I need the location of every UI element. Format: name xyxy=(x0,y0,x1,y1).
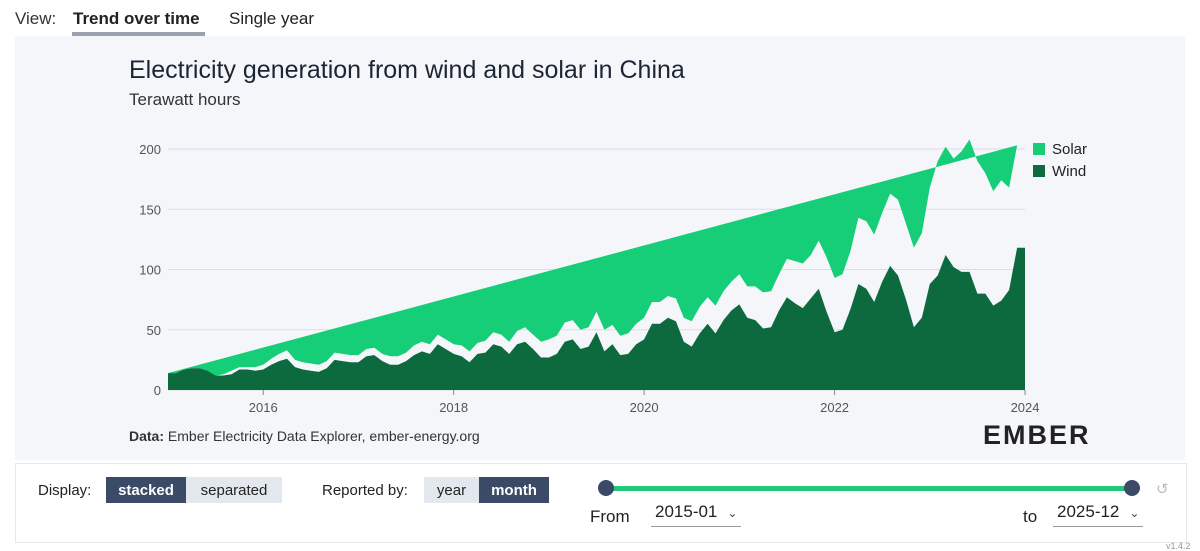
legend-swatch-solar xyxy=(1033,143,1045,155)
data-source: Data: Ember Electricity Data Explorer, e… xyxy=(129,428,480,444)
y-tick-label-100: 100 xyxy=(139,263,161,278)
tab-trend-over-time[interactable]: Trend over time xyxy=(73,9,200,28)
separated-button[interactable]: separated xyxy=(186,477,282,503)
y-tick-label-150: 150 xyxy=(139,202,161,217)
y-tick-label-0: 0 xyxy=(154,383,161,398)
legend-label-solar: Solar xyxy=(1052,140,1088,158)
display-label: Display: xyxy=(38,482,92,499)
solar-area xyxy=(168,139,1018,376)
chart-legend: Solar Wind xyxy=(1033,138,1087,182)
x-tick-label-2016: 2016 xyxy=(249,400,278,415)
reset-icon[interactable]: ↺ xyxy=(1156,481,1169,498)
y-tick-label-50: 50 xyxy=(147,323,161,338)
chevron-down-icon: ⌄ xyxy=(727,506,738,520)
date-range-slider[interactable] xyxy=(606,486,1132,491)
to-label: to xyxy=(1023,507,1038,526)
data-source-text[interactable]: Ember Electricity Data Explorer, ember-e… xyxy=(167,428,480,444)
y-tick-label-200: 200 xyxy=(139,142,161,157)
legend-item-wind[interactable]: Wind xyxy=(1033,160,1087,182)
wind-area xyxy=(168,247,1025,390)
chart-subtitle: Terawatt hours xyxy=(129,90,241,109)
legend-item-solar[interactable]: Solar xyxy=(1033,138,1087,160)
chevron-down-icon: ⌄ xyxy=(1129,506,1140,520)
data-source-label: Data: xyxy=(129,428,165,444)
x-tick-label-2022: 2022 xyxy=(820,400,849,415)
view-label: View: xyxy=(15,9,57,28)
to-select-value: 2025-12 xyxy=(1057,502,1120,521)
legend-label-wind: Wind xyxy=(1052,162,1087,180)
reported-by-label: Reported by: xyxy=(322,482,408,499)
x-tick-label-2020: 2020 xyxy=(630,400,659,415)
from-label: From xyxy=(590,507,630,526)
x-tick-label-2024: 2024 xyxy=(1011,400,1040,415)
from-select[interactable]: 2015-01 ⌄ xyxy=(651,502,742,527)
slider-end-handle[interactable] xyxy=(1124,480,1140,496)
slider-start-handle[interactable] xyxy=(598,480,614,496)
view-bar: View: Trend over time Single year xyxy=(0,0,1200,36)
legend-swatch-wind xyxy=(1033,165,1045,177)
controls-panel xyxy=(15,463,1187,543)
x-tick-label-2018: 2018 xyxy=(439,400,468,415)
month-button[interactable]: month xyxy=(479,477,549,503)
version-label: v1.4.2 xyxy=(1166,541,1191,551)
active-tab-indicator xyxy=(72,32,205,36)
stacked-button[interactable]: stacked xyxy=(106,477,186,503)
ember-logo: EMBER xyxy=(983,420,1091,450)
chart-title: Electricity generation from wind and sol… xyxy=(129,56,685,84)
tab-single-year[interactable]: Single year xyxy=(229,9,315,28)
from-select-value: 2015-01 xyxy=(655,502,718,521)
to-select[interactable]: 2025-12 ⌄ xyxy=(1053,502,1144,527)
year-button[interactable]: year xyxy=(424,477,479,503)
